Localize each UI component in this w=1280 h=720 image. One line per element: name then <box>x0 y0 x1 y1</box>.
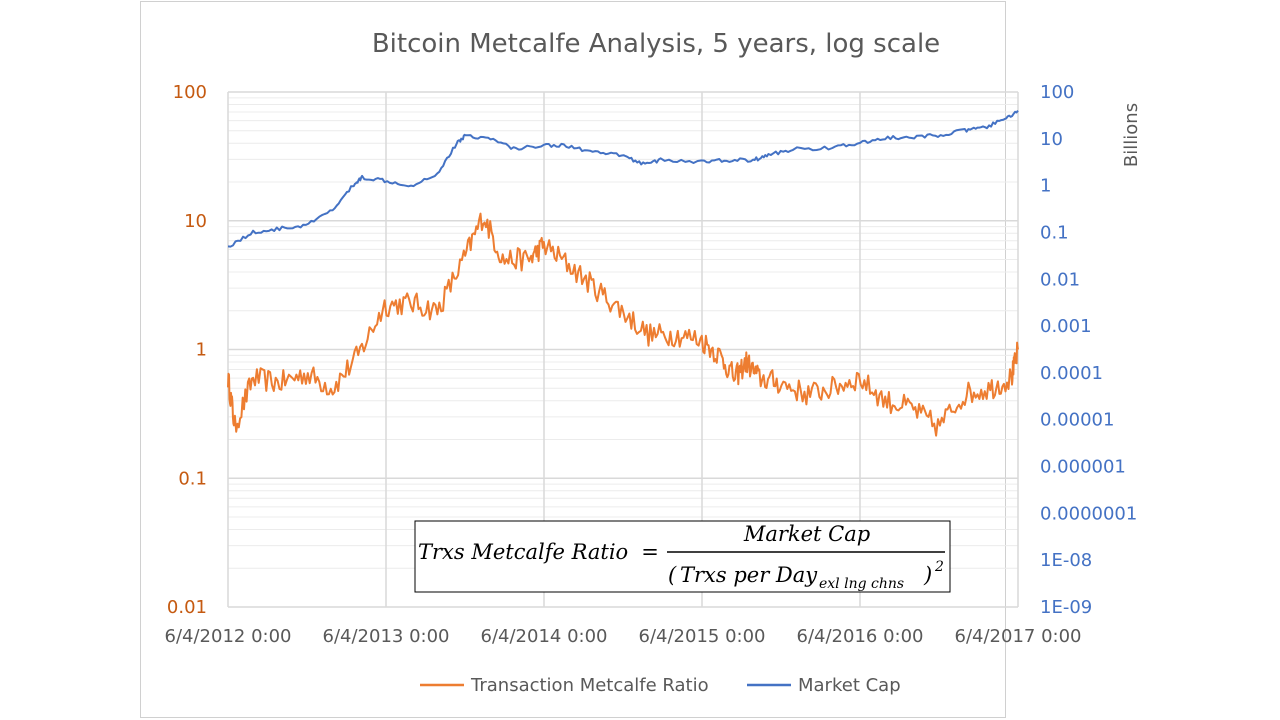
formula-numerator: Market Cap <box>743 522 870 546</box>
right-tick-label: 0.01 <box>1040 269 1080 290</box>
x-tick-label: 6/4/2015 0:00 <box>639 626 766 647</box>
left-tick-label: 0.01 <box>167 597 207 618</box>
formula-denominator: Trxs per Day <box>680 563 818 587</box>
legend-label-marketcap: Market Cap <box>798 675 901 696</box>
right-axis-label: Billions <box>1121 103 1142 167</box>
x-tick-label: 6/4/2014 0:00 <box>481 626 608 647</box>
left-tick-label: 100 <box>173 82 207 103</box>
left-tick-label: 0.1 <box>178 468 207 489</box>
right-tick-label: 0.0000001 <box>1040 503 1137 524</box>
formula-paren-close: ) <box>923 563 932 587</box>
x-tick-label: 6/4/2012 0:00 <box>165 626 292 647</box>
left-tick-label: 1 <box>196 340 207 361</box>
right-axis-ticks: 100 10 1 0.1 0.01 0.001 0.0001 0.00001 0.000001 0… <box>1040 82 1137 618</box>
right-tick-label: 1E-09 <box>1040 597 1092 618</box>
formula-box: Trxs Metcalfe Ratio = Market Cap ( Trxs … <box>414 520 951 593</box>
right-tick-label: 1E-08 <box>1040 550 1092 571</box>
right-tick-label: 0.00001 <box>1040 410 1114 431</box>
gridlines <box>228 91 1018 608</box>
x-axis-ticks: 6/4/2012 0:00 6/4/2013 0:00 6/4/2014 0:00 6… <box>165 626 1082 647</box>
formula-paren-open: ( <box>668 563 677 587</box>
legend: Transaction Metcalfe Ratio Market Cap <box>420 675 901 696</box>
left-tick-label: 10 <box>184 211 207 232</box>
left-axis-ticks: 100 10 1 0.1 0.01 <box>167 82 207 618</box>
chart-title: Bitcoin Metcalfe Analysis, 5 years, log … <box>372 29 940 59</box>
x-tick-label: 6/4/2013 0:00 <box>323 626 450 647</box>
chart-frame <box>140 1 1006 718</box>
formula-subscript: exl lng chns <box>819 576 904 592</box>
right-tick-label: 0.001 <box>1040 316 1092 337</box>
right-tick-label: 100 <box>1040 82 1074 103</box>
formula-lhs: Trxs Metcalfe Ratio <box>418 540 628 564</box>
x-tick-label: 6/4/2016 0:00 <box>797 626 924 647</box>
series-market-cap <box>227 109 1019 248</box>
right-tick-label: 0.1 <box>1040 222 1069 243</box>
formula-exponent: 2 <box>934 559 944 575</box>
right-tick-label: 1 <box>1040 176 1051 197</box>
series-transaction-metcalfe-ratio <box>227 212 1019 437</box>
formula-equals: = <box>641 540 659 564</box>
right-tick-label: 0.0001 <box>1040 363 1103 384</box>
right-tick-label: 10 <box>1040 129 1063 150</box>
legend-label-metcalfe: Transaction Metcalfe Ratio <box>470 675 709 696</box>
right-tick-label: 0.000001 <box>1040 457 1126 478</box>
x-tick-label: 6/4/2017 0:00 <box>955 626 1082 647</box>
